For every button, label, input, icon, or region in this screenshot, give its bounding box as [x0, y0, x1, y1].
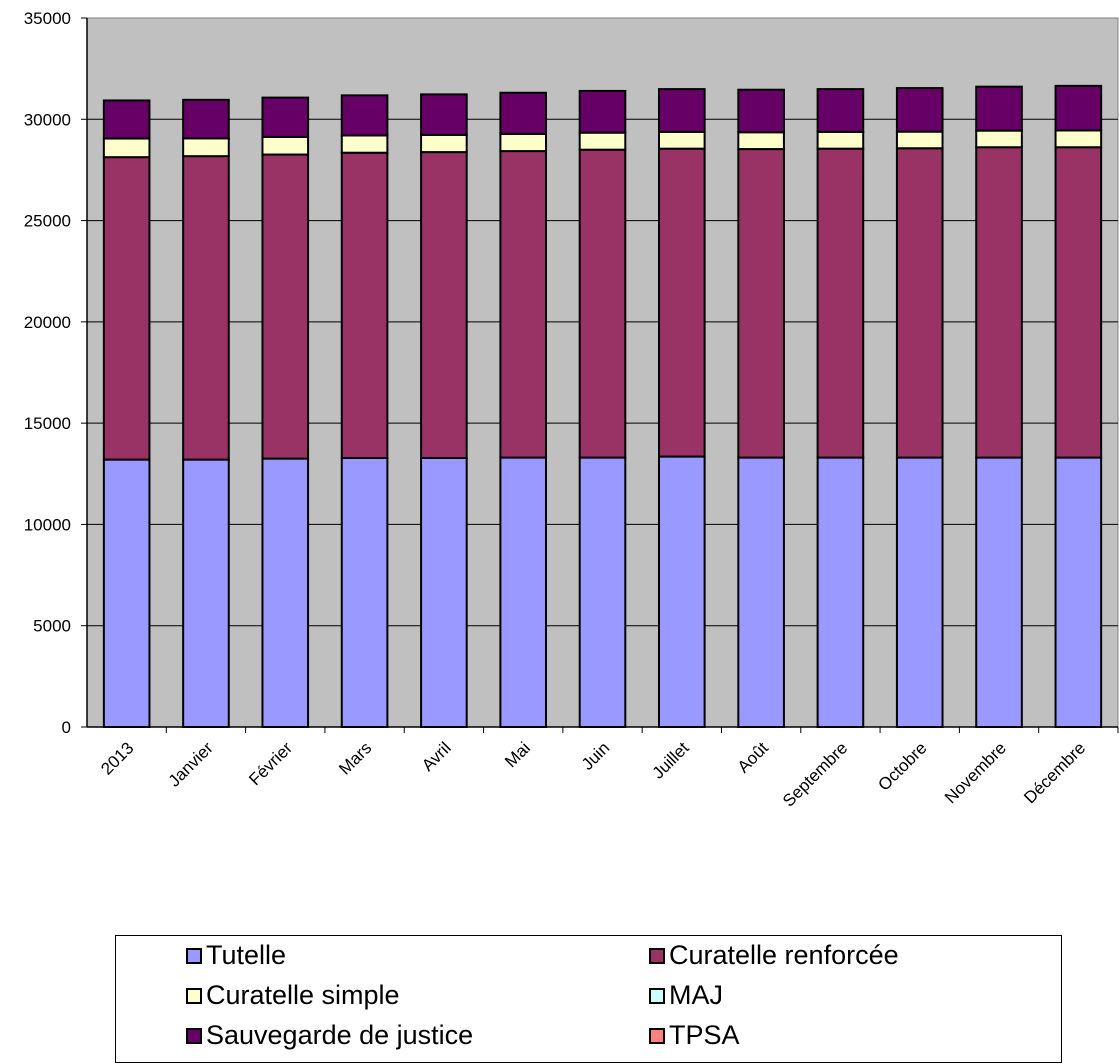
legend-item-tutelle: Tutelle — [186, 940, 286, 971]
legend-swatch-maj — [649, 987, 665, 1004]
legend-swatch-tpsa — [649, 1027, 665, 1044]
y-tick-label: 15000 — [24, 414, 71, 433]
bar-segment — [340, 134, 389, 154]
bar-segment — [102, 99, 151, 140]
legend-item-sauvegarde-de-justice: Sauvegarde de justice — [186, 1020, 473, 1051]
bar-segment — [578, 131, 627, 151]
legend-label: TPSA — [669, 1020, 740, 1050]
x-tick-label: Mai — [501, 738, 534, 771]
x-tick-label: Novembre — [941, 738, 1010, 807]
legend-label: Tutelle — [206, 940, 287, 970]
x-tick-label: Février — [245, 738, 296, 789]
bar-segment — [420, 151, 468, 459]
y-tick-label: 10000 — [24, 515, 71, 534]
bar-segment — [578, 89, 627, 134]
bar-segment — [737, 456, 785, 728]
bar-segment — [1054, 129, 1103, 149]
x-tick-label: Septembre — [779, 738, 851, 810]
bar-segment — [340, 456, 389, 728]
bar-segment — [737, 88, 785, 134]
legend: Tutelle Curatelle renforcée Curatelle si… — [115, 935, 1062, 1063]
x-tick-label: Août — [734, 738, 772, 776]
bar-segment — [182, 458, 230, 728]
legend-label: Curatelle renforcée — [669, 940, 899, 970]
bar-segment — [895, 147, 944, 459]
bar-segment — [895, 130, 944, 150]
bar-segment — [816, 130, 865, 150]
x-tick-label: Décembre — [1020, 738, 1089, 807]
bar-segment — [261, 153, 310, 460]
legend-swatch-tutelle — [186, 947, 202, 964]
legend-item-curatelle-simple: Curatelle simple — [186, 980, 400, 1011]
y-tick-label: 30000 — [24, 110, 71, 129]
x-tick-label: 2013 — [97, 738, 137, 778]
x-tick-label: Juillet — [648, 738, 692, 782]
bar-segment — [816, 88, 865, 133]
bar-segment — [658, 130, 706, 150]
legend-label: Sauvegarde de justice — [206, 1020, 474, 1050]
bar-segment — [102, 156, 151, 461]
bar-segment — [737, 131, 785, 151]
bar-segment — [975, 85, 1023, 132]
bar-segment — [182, 98, 230, 140]
bar-segment — [499, 150, 547, 459]
legend-label: Curatelle simple — [206, 980, 400, 1010]
bar-segment — [578, 456, 627, 728]
bar-segment — [420, 93, 468, 136]
legend-label: MAJ — [669, 980, 723, 1010]
x-tick-label: Mars — [335, 738, 375, 778]
bar-segment — [340, 151, 389, 459]
bar-segment — [102, 137, 151, 159]
x-tick-label: Juin — [578, 738, 613, 773]
bar-segment — [658, 455, 706, 728]
bar-segment — [895, 456, 944, 728]
bar-segment — [102, 458, 151, 728]
bar-segment — [1054, 84, 1103, 132]
bar-segment — [499, 132, 547, 153]
bar-segment — [658, 88, 706, 133]
y-tick-label: 25000 — [24, 212, 71, 231]
legend-swatch-sauvegarde-de-justice — [186, 1027, 202, 1044]
bar-segment — [975, 129, 1023, 149]
bar-segment — [658, 147, 706, 458]
y-tick-label: 5000 — [33, 617, 71, 636]
bar-segment — [816, 456, 865, 728]
bar-segment — [499, 91, 547, 135]
x-axis-labels: 2013 Janvier Février Mars Avril Mai Juin Juille… — [97, 727, 1119, 811]
bar-segment — [1054, 456, 1103, 728]
legend-item-maj: MAJ — [649, 980, 723, 1011]
bar-segment — [975, 146, 1023, 459]
bar-segment — [261, 96, 310, 138]
bar-segment — [182, 137, 230, 158]
bar-segment — [420, 133, 468, 154]
y-tick-label: 0 — [62, 718, 71, 737]
legend-swatch-curatelle-simple — [186, 987, 202, 1004]
bars — [102, 84, 1103, 728]
bar-segment — [340, 94, 389, 137]
x-tick-label: Janvier — [165, 738, 217, 790]
bar-segment — [816, 147, 865, 459]
y-axis-ticks: 0 5000 10000 15000 20000 25000 30000 35000 — [24, 9, 87, 737]
y-tick-label: 35000 — [24, 9, 71, 28]
y-tick-label: 20000 — [24, 313, 71, 332]
bar-segment — [499, 456, 547, 728]
x-tick-label: Octobre — [874, 738, 930, 794]
bar-segment — [975, 456, 1023, 728]
legend-item-curatelle-renforcee: Curatelle renforcée — [649, 940, 899, 971]
bar-segment — [895, 87, 944, 133]
bar-segment — [737, 148, 785, 459]
bar-segment — [261, 457, 310, 728]
legend-swatch-curatelle-renforcee — [649, 947, 665, 964]
bar-segment — [182, 155, 230, 461]
bar-segment — [420, 456, 468, 728]
bar-segment — [1054, 146, 1103, 459]
legend-item-tpsa: TPSA — [649, 1020, 740, 1051]
bar-segment — [261, 135, 310, 156]
bar-segment — [578, 148, 627, 459]
x-tick-label: Avril — [418, 738, 455, 775]
